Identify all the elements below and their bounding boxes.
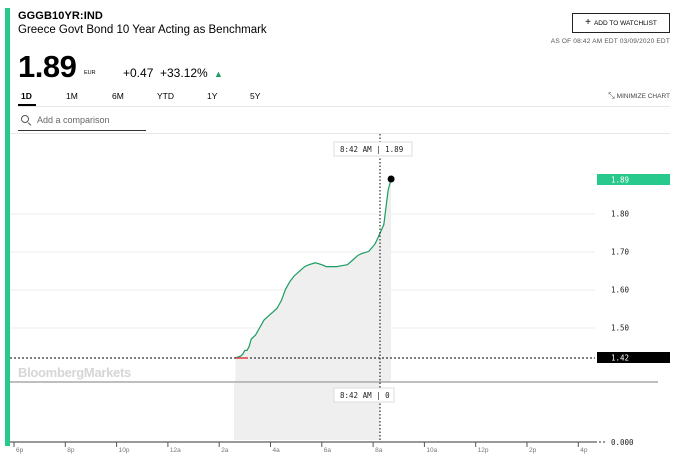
crosshair-price-label: 8:42 AM | 1.89 <box>340 145 403 154</box>
add-to-watchlist-label: ADD TO WATCHLIST <box>593 19 657 27</box>
comparison-input[interactable] <box>37 115 142 125</box>
x-tick-label: 10p <box>119 447 130 454</box>
x-tick-label: 8a <box>375 447 383 454</box>
x-tick-label: 12p <box>478 447 489 454</box>
add-to-watchlist-button[interactable]: + ADD TO WATCHLIST <box>572 13 670 33</box>
x-tick-label: 6a <box>324 447 332 454</box>
x-tick-label: 10a <box>426 447 437 454</box>
current-value-tag <box>597 174 670 185</box>
range-divider <box>18 106 670 107</box>
previous-close-tag <box>597 352 670 363</box>
price-change: +0.47 <box>123 66 154 80</box>
minimize-chart-button[interactable]: ⤡ MINIMIZE CHART <box>608 91 670 101</box>
crosshair-volume-box <box>333 387 395 403</box>
crosshair-price-box <box>333 141 413 157</box>
x-tick-label: 8p <box>67 447 75 454</box>
y-tick-label: 1.80 <box>611 209 630 218</box>
tab-ytd[interactable]: YTD <box>157 91 174 101</box>
tab-5y[interactable]: 5Y <box>250 91 261 101</box>
plus-icon: + <box>585 17 591 28</box>
x-tick-label: 2a <box>221 447 229 454</box>
ticker-symbol: GGGB10YR:IND <box>18 10 103 22</box>
comparison-search <box>18 110 146 131</box>
crosshair-point <box>387 175 395 183</box>
tab-1y[interactable]: 1Y <box>207 91 218 101</box>
currency-label: EUR <box>84 70 96 76</box>
tab-6m[interactable]: 6M <box>112 91 124 101</box>
volume-axis-label: 0.000 <box>611 438 634 447</box>
x-tick-label: 4a <box>273 447 281 454</box>
y-tick-label: 1.70 <box>611 247 630 256</box>
previous-close-label: 1.42 <box>611 354 629 363</box>
price-change-percent: +33.12% <box>160 66 208 80</box>
watermark-logo: BloombergMarkets <box>18 365 131 380</box>
crosshair-volume-label: 8:42 AM | 0 <box>340 391 390 400</box>
x-tick-label: 6p <box>16 447 24 454</box>
price-value: 1.89 <box>18 49 77 84</box>
x-tick-label: 12a <box>170 447 181 454</box>
y-axis: 1.80 1.70 1.60 1.50 <box>611 209 630 332</box>
minimize-chart-label: MINIMIZE CHART <box>616 92 670 100</box>
as-of-timestamp: AS OF 08:42 AM EDT 03/09/2020 EDT <box>550 38 670 45</box>
tab-1d[interactable]: 1D <box>21 91 32 101</box>
y-tick-label: 1.60 <box>611 285 630 294</box>
current-value-label: 1.89 <box>611 176 629 185</box>
active-tab-indicator <box>18 104 36 106</box>
tab-1m[interactable]: 1M <box>66 91 78 101</box>
up-arrow-icon: ▲ <box>214 69 223 79</box>
x-tick-label: 2p <box>529 447 537 454</box>
price-line <box>235 178 392 359</box>
x-axis: 6p 8p 10p 12a 2a 4a 6a 8a 10a 12p 2p 4p <box>13 442 588 454</box>
price-area-fill <box>235 179 392 382</box>
y-tick-label: 1.50 <box>611 324 630 333</box>
security-name: Greece Govt Bond 10 Year Acting as Bench… <box>18 24 267 36</box>
search-icon <box>21 115 31 125</box>
x-tick-label: 4p <box>580 447 588 454</box>
accent-bar <box>5 8 10 446</box>
chart-top-rule <box>10 133 670 134</box>
minimize-icon: ⤡ <box>608 91 615 100</box>
